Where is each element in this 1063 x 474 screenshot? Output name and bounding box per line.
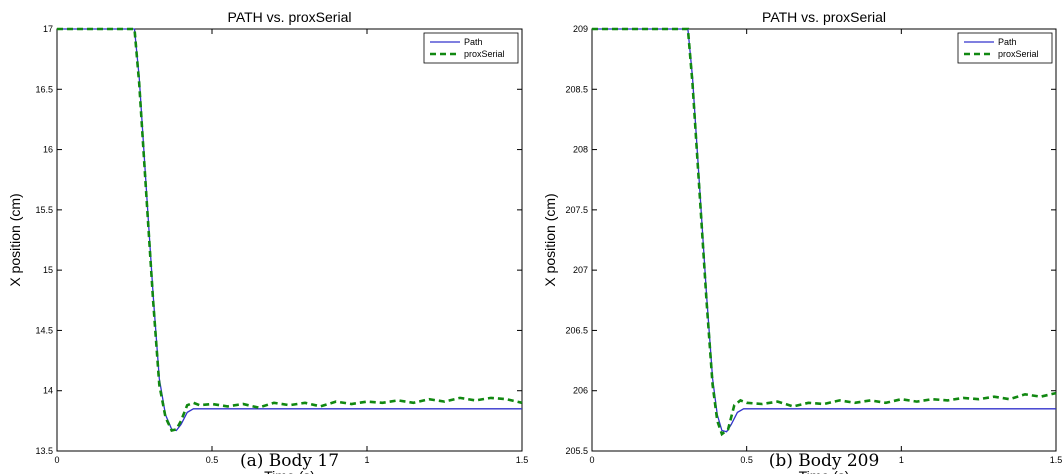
x-tick-label: 1.5 — [516, 455, 529, 465]
x-tick-label: 1 — [364, 455, 369, 465]
y-tick-label: 14 — [43, 386, 53, 396]
y-tick-label: 205.5 — [565, 446, 588, 456]
legend: Path proxSerial — [423, 32, 519, 64]
y-axis-label: X position (cm) — [7, 193, 23, 286]
y-tick-label: 17 — [43, 24, 53, 34]
y-tick-label: 15 — [43, 265, 53, 275]
y-tick-label: 16 — [43, 145, 53, 155]
series-line-proxSerial — [57, 27, 523, 433]
chart-title: PATH vs. proxSerial — [762, 9, 886, 25]
legend-box — [423, 32, 519, 64]
y-tick-label: 16.5 — [35, 84, 53, 94]
y-tick-label: 14.5 — [35, 325, 53, 335]
y-tick-label: 206 — [573, 386, 588, 396]
x-tick-label: 0.5 — [740, 455, 753, 465]
series-line-proxSerial — [592, 27, 1057, 437]
legend-label: Path — [464, 37, 483, 47]
y-tick-label: 207 — [573, 265, 588, 275]
y-axis-label: X position (cm) — [542, 193, 558, 286]
x-axis-label: Time (s) — [264, 468, 315, 474]
legend-label: Path — [998, 37, 1017, 47]
legend-label: proxSerial — [998, 49, 1039, 59]
x-tick-label: 1.5 — [1050, 455, 1063, 465]
x-tick-label: 0.5 — [206, 455, 219, 465]
chart-title: PATH vs. proxSerial — [228, 9, 352, 25]
y-tick-label: 206.5 — [565, 325, 588, 335]
x-tick-label: 0 — [589, 455, 594, 465]
y-tick-label: 15.5 — [35, 205, 53, 215]
chart-panel-2: PATH vs. proxSerial 0 0.5 1 1.5 205.5 206 206.5… — [542, 9, 1062, 474]
legend: Path proxSerial — [957, 32, 1053, 64]
y-tick-label: 208 — [573, 145, 588, 155]
plot-area — [56, 28, 523, 452]
y-tick-label: 13.5 — [35, 446, 53, 456]
legend-box — [957, 32, 1053, 64]
figure-caption: (b) Body 209 — [769, 451, 880, 471]
y-tick-label: 209 — [573, 24, 588, 34]
x-tick-label: 1 — [899, 455, 904, 465]
x-tick-label: 0 — [54, 455, 59, 465]
legend-label: proxSerial — [464, 49, 505, 59]
chart-panel-1: PATH vs. proxSerial 0 0.5 1 1.5 13.5 14 14.5 15 1… — [7, 9, 528, 474]
y-tick-label: 208.5 — [565, 84, 588, 94]
x-axis-label: Time (s) — [799, 468, 850, 474]
plot-area — [591, 28, 1057, 452]
figure-caption: (a) Body 17 — [240, 451, 339, 471]
y-tick-label: 207.5 — [565, 205, 588, 215]
